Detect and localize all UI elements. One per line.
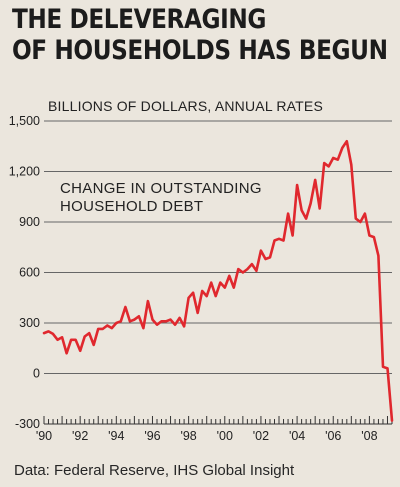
x-axis: '90 '92 '94 '96 '98 '00 '02 '04 '06 '08 — [36, 416, 393, 443]
series-annotation-line-1: CHANGE IN OUTSTANDING — [60, 180, 262, 197]
source-note: Data: Federal Reserve, IHS Global Insigh… — [14, 462, 295, 479]
chart-title: THE DELEVERAGING OF HOUSEHOLDS HAS BEGUN — [12, 4, 388, 66]
chart-title-line-2: OF HOUSEHOLDS HAS BEGUN — [12, 35, 388, 66]
y-tick-label: -300 — [15, 417, 40, 431]
x-tick-label: '90 — [36, 429, 52, 443]
x-tick-label: '94 — [108, 429, 124, 443]
y-tick-label: 300 — [19, 316, 40, 330]
x-tick-label: '08 — [361, 429, 377, 443]
x-tick-label: '92 — [72, 429, 88, 443]
x-tick-label: '06 — [325, 429, 341, 443]
unit-label: BILLIONS OF DOLLARS, ANNUAL RATES — [48, 98, 323, 114]
chart-title-line-1: THE DELEVERAGING — [12, 4, 267, 35]
y-axis-ticks: -300 0 300 600 900 1,200 1,500 — [9, 114, 40, 431]
data-series — [42, 139, 394, 422]
x-tick-label: '04 — [289, 429, 305, 443]
grid-lines — [44, 120, 392, 374]
x-tick-label: '96 — [144, 429, 160, 443]
x-tick-label: '98 — [180, 429, 196, 443]
x-tick-label: '02 — [253, 429, 269, 443]
y-tick-label: 0 — [33, 367, 40, 381]
y-tick-label: 1,500 — [9, 114, 40, 128]
y-tick-label: 600 — [19, 266, 40, 280]
series-line-0 — [42, 139, 394, 422]
y-tick-label: 1,200 — [9, 165, 40, 179]
x-tick-label: '00 — [217, 429, 233, 443]
y-tick-label: 900 — [19, 215, 40, 229]
series-annotation-line-2: HOUSEHOLD DEBT — [60, 198, 203, 215]
